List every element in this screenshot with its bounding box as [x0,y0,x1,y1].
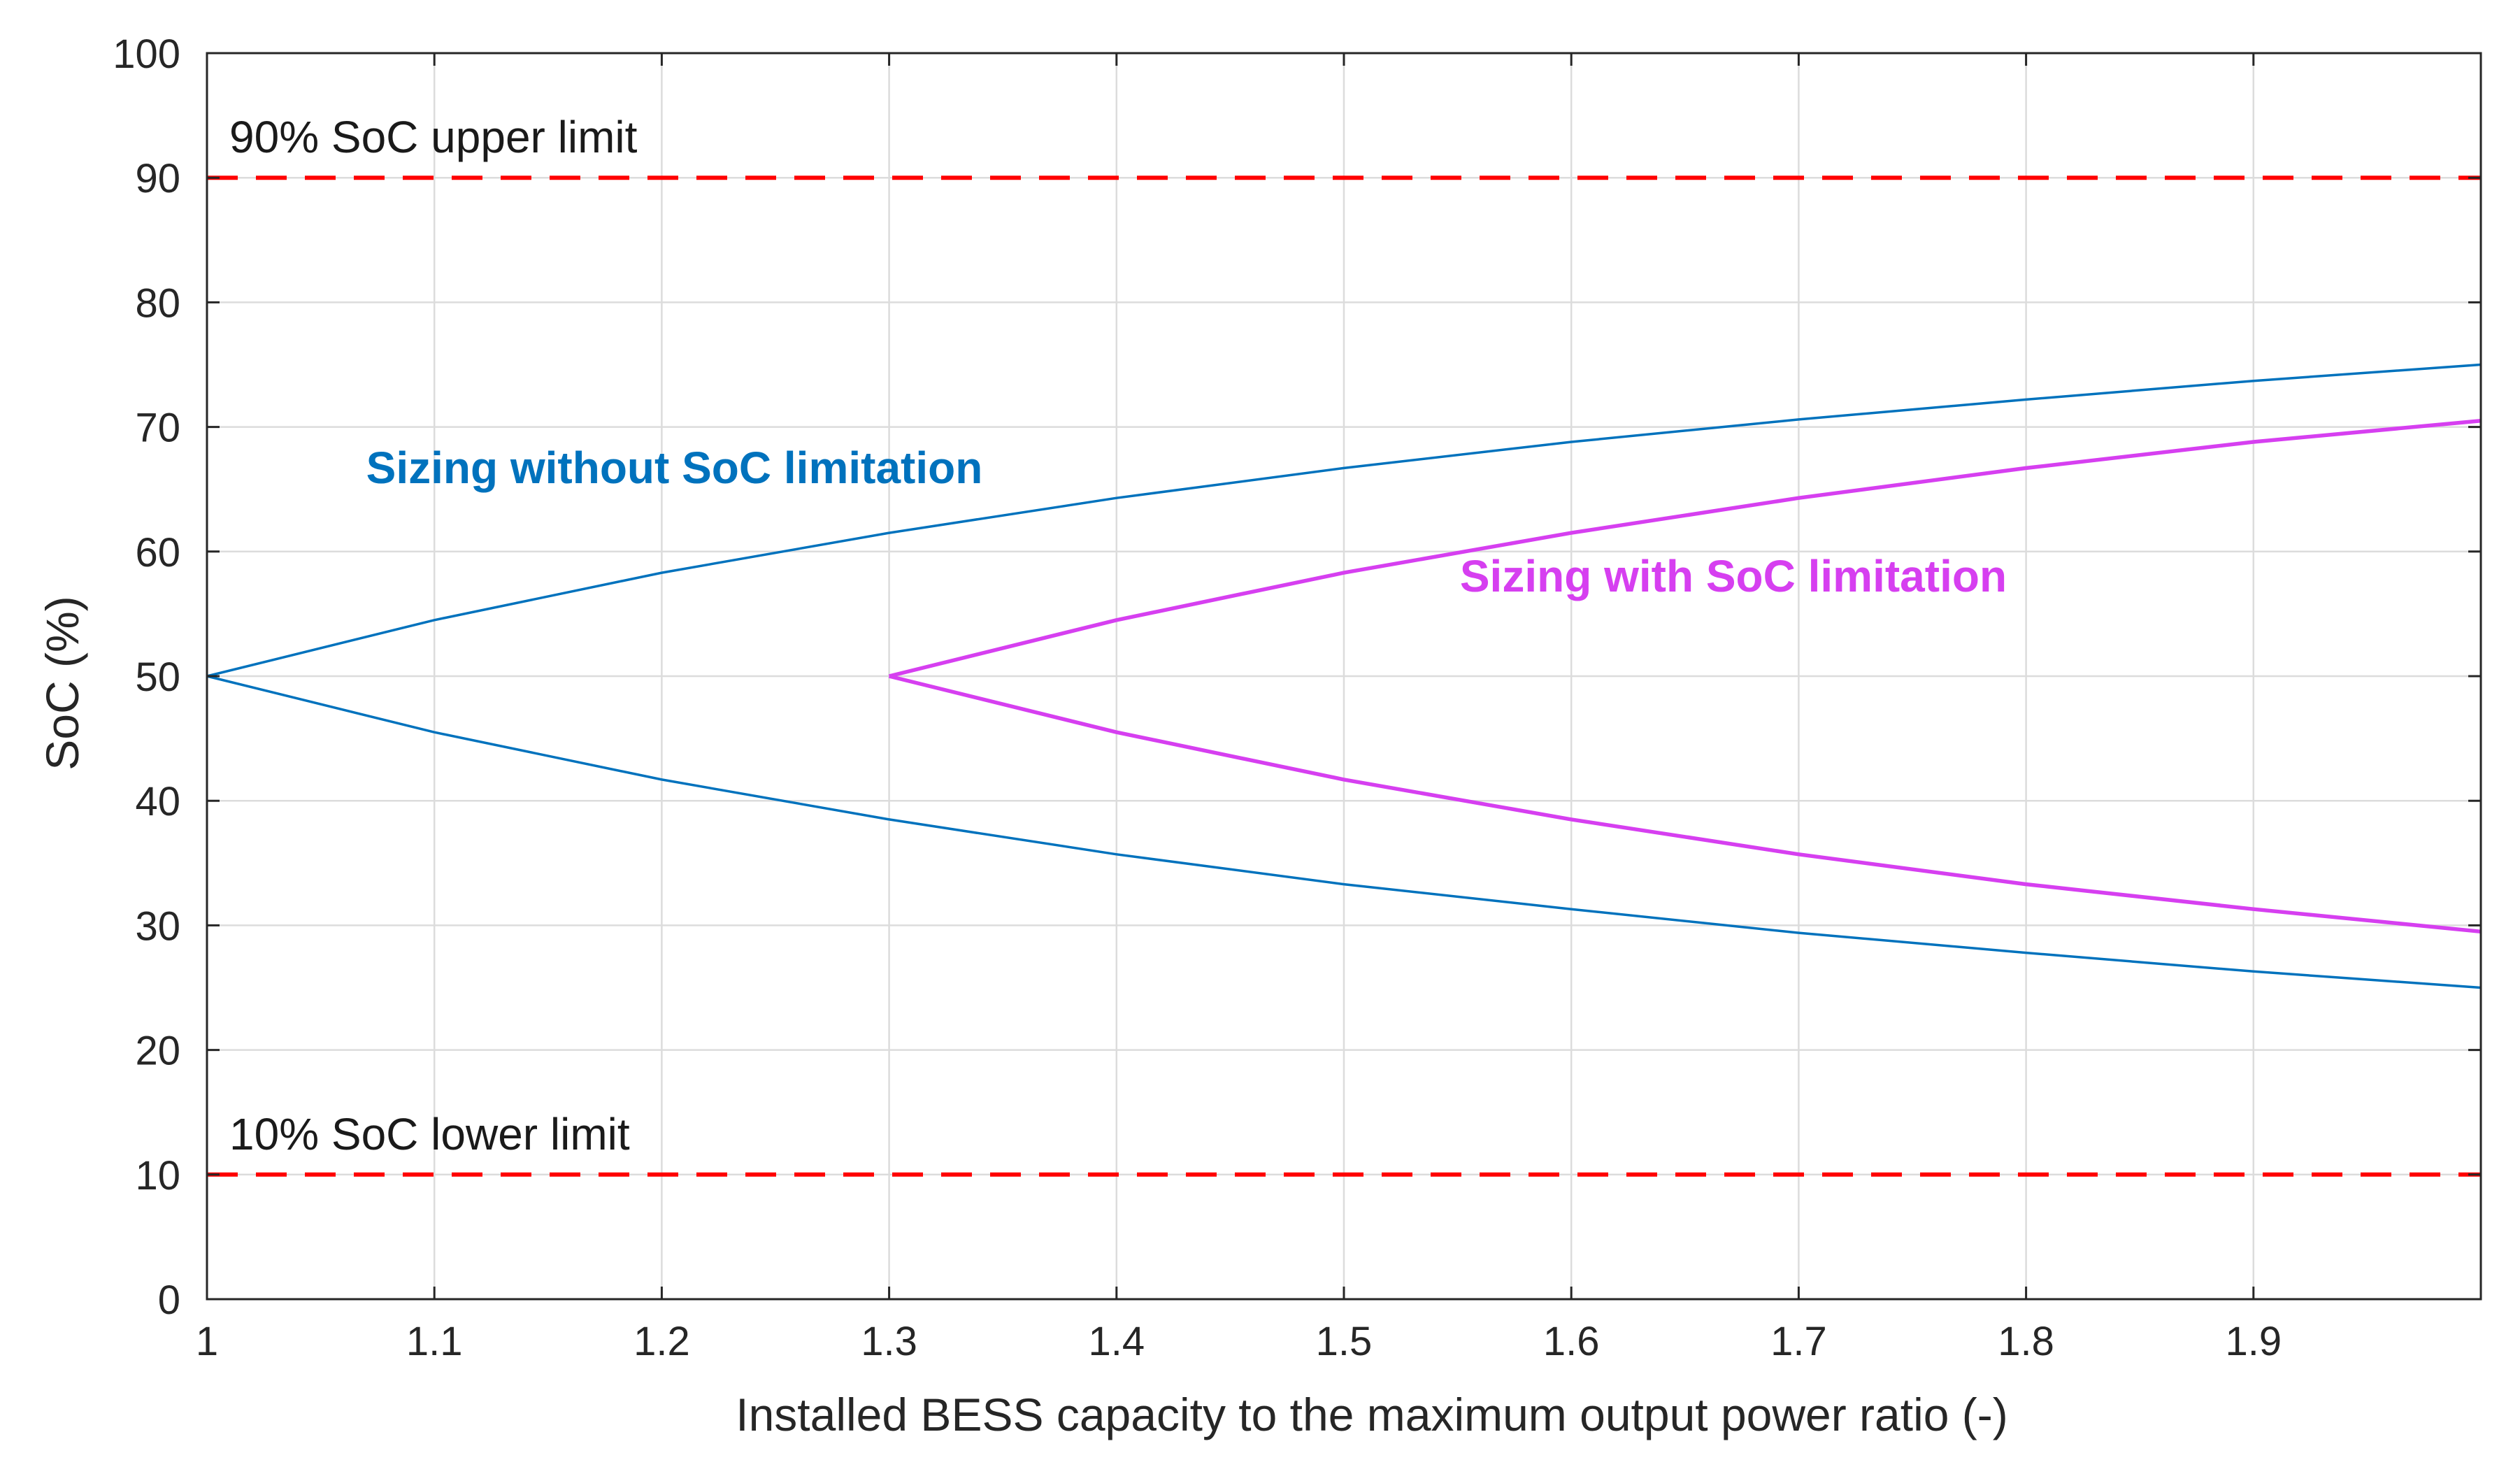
series-with-limitation-lower-line [888,674,2482,934]
y-tick-label: 90 [135,156,180,201]
y-tick-label: 100 [113,31,180,77]
y-tick-label: 20 [135,1029,180,1074]
y-tick-label: 70 [135,406,180,451]
y-tick-label: 0 [158,1278,180,1323]
series-without-limitation-lower-line [206,675,2482,989]
series-label-with-limitation: Sizing with SoC limitation [1460,551,2007,601]
x-axis-title: Installed BESS capacity to the maximum o… [736,1389,2007,1440]
x-tick-label: 1.1 [406,1319,463,1364]
x-tick-label: 1.9 [2225,1319,2282,1364]
x-tick-label: 1.8 [1998,1319,2054,1364]
reference-lines [207,176,2481,1177]
lower-limit-label: 10% SoC lower limit [229,1109,630,1159]
x-tick-label: 1 [196,1319,218,1364]
series-lines [206,363,2482,989]
y-tick-label: 60 [135,530,180,575]
axis-ticks: 1 1.1 1.2 1.3 1.4 1.5 1.6 1.7 1.8 1.9 0 10 20 30 40 50 6… [113,31,2481,1364]
y-tick-label: 80 [135,280,180,326]
x-tick-label: 1.2 [633,1319,690,1364]
series-without-limitation-upper-line [206,363,2482,678]
y-tick-label: 30 [135,903,180,949]
x-tick-label: 1.7 [1770,1319,1827,1364]
y-axis-title: SoC (%) [36,596,88,770]
y-tick-label: 40 [135,779,180,824]
upper-limit-label: 90% SoC upper limit [229,112,638,162]
x-tick-label: 1.5 [1316,1319,1373,1364]
x-tick-label: 1.6 [1543,1319,1600,1364]
series-with-limitation-upper-line [888,418,2482,678]
annotations: 90% SoC upper limit 10% SoC lower limit Si… [229,112,2007,1159]
x-tick-label: 1.4 [1088,1319,1145,1364]
series-label-without-limitation: Sizing without SoC limitation [366,443,983,493]
y-tick-label: 10 [135,1153,180,1198]
y-tick-label: 50 [135,654,180,700]
x-tick-label: 1.3 [861,1319,917,1364]
